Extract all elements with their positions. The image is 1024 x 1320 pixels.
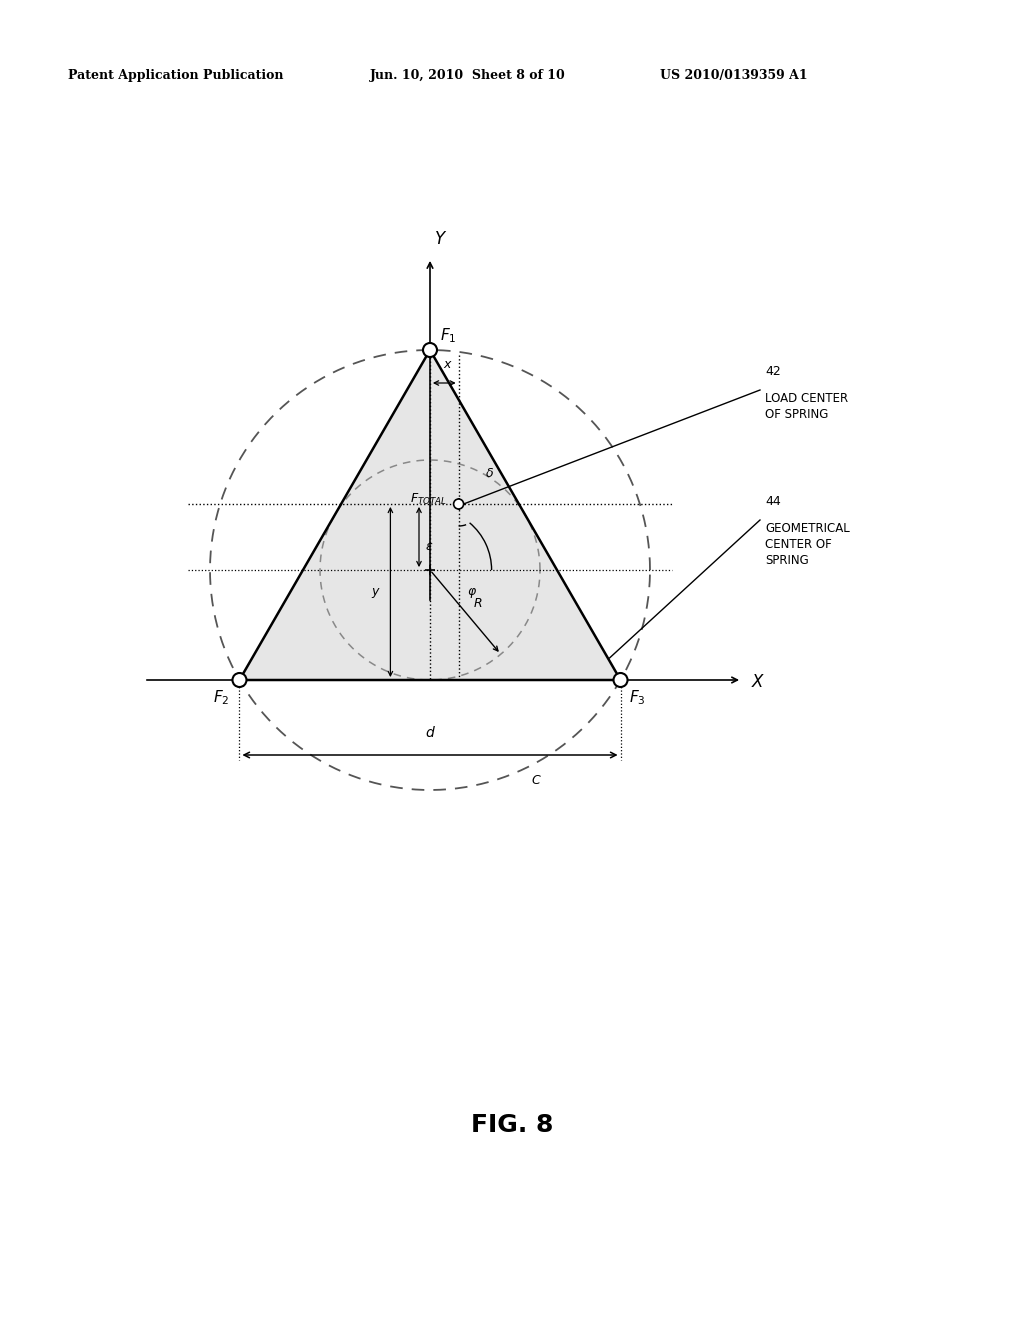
- Text: $F_2$: $F_2$: [213, 688, 229, 706]
- Text: Jun. 10, 2010  Sheet 8 of 10: Jun. 10, 2010 Sheet 8 of 10: [370, 69, 565, 82]
- Text: GEOMETRICAL
CENTER OF
SPRING: GEOMETRICAL CENTER OF SPRING: [765, 521, 850, 568]
- Text: X: X: [752, 673, 763, 690]
- Circle shape: [454, 499, 464, 510]
- Polygon shape: [240, 350, 621, 680]
- Text: x: x: [443, 358, 451, 371]
- Text: R: R: [473, 597, 482, 610]
- Text: d: d: [426, 726, 434, 741]
- Text: FIG. 8: FIG. 8: [471, 1113, 553, 1137]
- Text: Patent Application Publication: Patent Application Publication: [68, 69, 284, 82]
- Text: δ: δ: [485, 467, 494, 480]
- Text: 42: 42: [765, 366, 780, 378]
- Text: 44: 44: [765, 495, 780, 508]
- Text: ε: ε: [426, 540, 433, 553]
- Text: $F_1$: $F_1$: [440, 326, 457, 345]
- Text: C: C: [531, 775, 540, 788]
- Text: LOAD CENTER
OF SPRING: LOAD CENTER OF SPRING: [765, 392, 848, 421]
- Text: $F_{TOTAL}$: $F_{TOTAL}$: [410, 491, 446, 507]
- Text: φ: φ: [467, 585, 475, 598]
- Text: $F_3$: $F_3$: [629, 688, 645, 706]
- Circle shape: [613, 673, 628, 686]
- Text: y: y: [371, 586, 379, 598]
- Circle shape: [423, 343, 437, 356]
- Text: Y: Y: [435, 230, 445, 248]
- Circle shape: [232, 673, 247, 686]
- Text: US 2010/0139359 A1: US 2010/0139359 A1: [660, 69, 808, 82]
